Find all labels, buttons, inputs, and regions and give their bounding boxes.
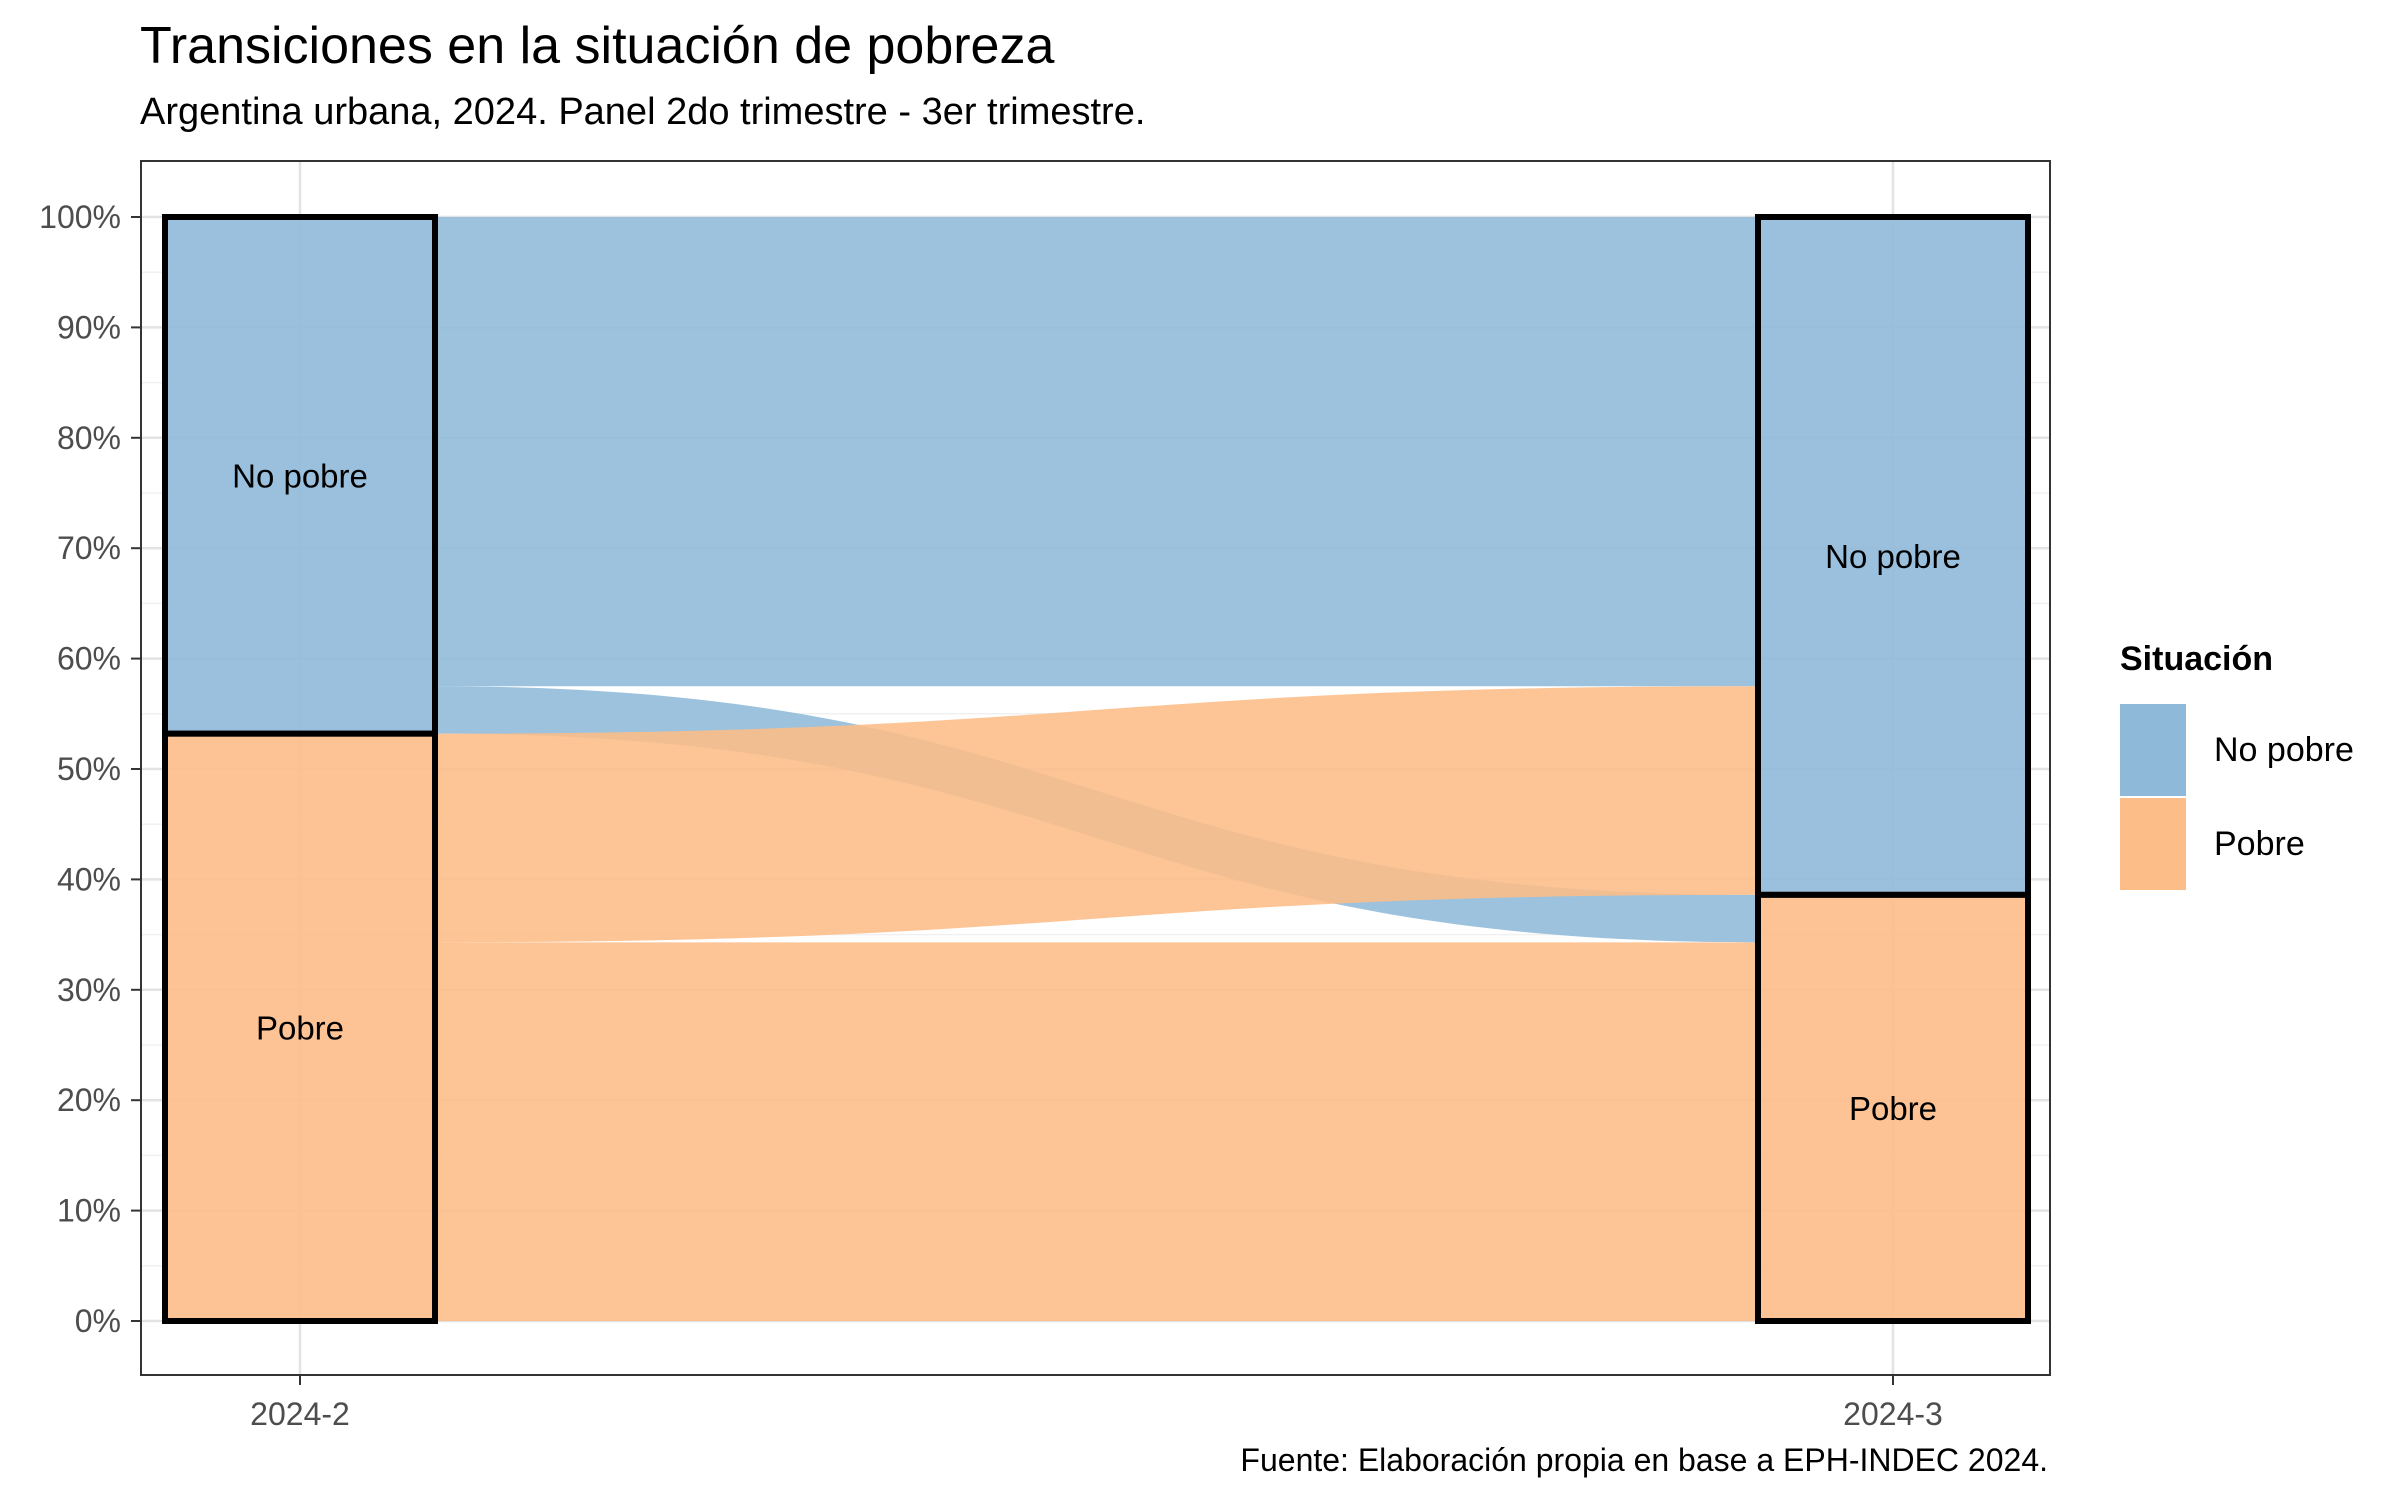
stratum-2024-2-no-pobre — [162, 214, 438, 737]
x-tick-label: 2024-2 — [250, 1396, 350, 1432]
legend-label-no-pobre: No pobre — [2214, 730, 2354, 769]
y-tick-label: 0% — [75, 1303, 121, 1339]
y-tick-label: 10% — [57, 1193, 121, 1229]
strata: No pobre Pobre No pobre Pobre — [162, 214, 2031, 1325]
stratum-2024-3-pobre — [1755, 891, 2031, 1325]
legend-item-pobre: Pobre — [2120, 798, 2305, 890]
y-tick-label: 40% — [57, 861, 121, 897]
stratum-label-2024-3-no-pobre: No pobre — [1825, 538, 1961, 575]
legend-item-no-pobre: No pobre — [2120, 704, 2354, 796]
axes: 0% 10% 20% 30% 40% 50% 60% 70% 80% 90% 100% 2024-2 2… — [39, 160, 2051, 1432]
flow-pobre-to-no-pobre — [435, 686, 1758, 943]
flow-no-pobre-to-no-pobre — [435, 217, 1758, 687]
stratum-2024-2-pobre — [162, 730, 438, 1324]
chart-subtitle: Argentina urbana, 2024. Panel 2do trimes… — [140, 91, 1146, 133]
chart-caption: Fuente: Elaboración propia en base a EPH… — [1240, 1442, 2048, 1478]
flows — [435, 217, 1758, 1321]
stratum-label-2024-3-pobre: Pobre — [1849, 1090, 1937, 1127]
stratum-label-2024-2-pobre: Pobre — [256, 1009, 344, 1046]
legend-title: Situación — [2120, 640, 2274, 678]
legend-label-pobre: Pobre — [2214, 824, 2305, 863]
y-tick-label: 20% — [57, 1082, 121, 1118]
y-tick-label: 60% — [57, 641, 121, 677]
y-tick-label: 80% — [57, 420, 121, 456]
y-tick-label: 100% — [39, 199, 121, 235]
flow-pobre-to-pobre — [435, 942, 1758, 1321]
y-tick-label: 30% — [57, 972, 121, 1008]
legend-key-no-pobre — [2120, 704, 2186, 796]
y-tick-label: 90% — [57, 309, 121, 345]
y-tick-label: 70% — [57, 530, 121, 566]
chart-title: Transiciones en la situación de pobreza — [140, 17, 1055, 75]
y-tick-label: 50% — [57, 751, 121, 787]
legend-key-pobre — [2120, 798, 2186, 890]
stratum-label-2024-2-no-pobre: No pobre — [232, 457, 368, 494]
x-tick-label: 2024-3 — [1843, 1396, 1943, 1432]
